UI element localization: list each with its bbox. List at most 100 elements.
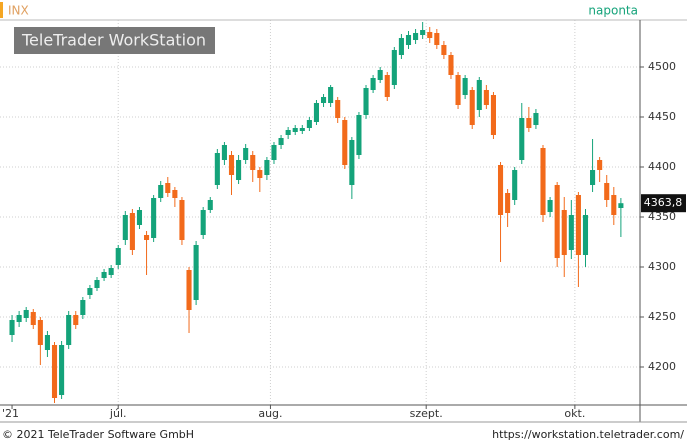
candle-body xyxy=(611,195,617,215)
candle-body xyxy=(87,288,93,295)
candle-body xyxy=(582,215,589,255)
x-tick-label: szept. xyxy=(410,407,443,420)
candle-body xyxy=(335,100,341,118)
candle-body xyxy=(23,310,29,318)
interval-label: naponta xyxy=(588,4,638,18)
plot-area xyxy=(0,20,640,405)
candle-body xyxy=(179,200,185,240)
last-price-box xyxy=(641,194,686,213)
candle-body xyxy=(505,193,511,213)
watermark-box xyxy=(14,27,215,54)
candle-body xyxy=(193,245,199,300)
x-tick-label: júl. xyxy=(109,407,127,420)
candle-body xyxy=(575,195,581,255)
candle-body xyxy=(342,120,348,165)
candle-body xyxy=(94,280,100,288)
candle-body xyxy=(243,148,249,160)
candle-body xyxy=(129,213,135,250)
candle-body xyxy=(483,90,489,105)
x-tick-label: aug. xyxy=(258,407,282,420)
candle-body xyxy=(144,235,150,240)
candle-body xyxy=(186,270,192,310)
candle-body xyxy=(320,97,327,103)
symbol-title: INX xyxy=(8,4,29,18)
candle-body xyxy=(122,215,128,240)
candle-body xyxy=(306,120,312,128)
candle-body xyxy=(207,200,213,210)
y-tick-label: 4350 xyxy=(648,210,676,223)
candle-body xyxy=(597,160,603,170)
candle-body xyxy=(51,345,58,398)
candle-body xyxy=(264,160,270,175)
candle-body xyxy=(172,190,178,198)
candle-body xyxy=(271,145,277,160)
y-tick-label: 4400 xyxy=(648,160,676,173)
candle-body xyxy=(413,33,419,40)
candle-body xyxy=(434,33,440,45)
candle-body xyxy=(547,200,553,212)
y-tick-label: 4450 xyxy=(648,110,676,123)
series-marker xyxy=(0,2,3,18)
candle-body xyxy=(214,153,220,185)
candle-body xyxy=(9,320,15,335)
candle-body xyxy=(441,45,447,55)
candle-body xyxy=(66,315,72,345)
candle-body xyxy=(136,210,143,225)
candle-body xyxy=(427,32,433,38)
candle-body xyxy=(115,248,121,265)
candle-body xyxy=(377,70,383,80)
candle-body xyxy=(349,140,355,185)
candle-body xyxy=(328,87,334,103)
watermark: TeleTrader WorkStation xyxy=(21,31,206,50)
candle-body xyxy=(618,203,624,208)
candle-body xyxy=(590,170,596,185)
candle-body xyxy=(257,170,263,178)
candle-body xyxy=(200,210,206,235)
candle-body xyxy=(292,128,298,132)
candle-body xyxy=(285,130,291,135)
candle-body xyxy=(420,30,426,35)
candle-body xyxy=(370,78,376,90)
candle-body xyxy=(236,160,242,180)
candle-body xyxy=(158,185,164,198)
candle-body xyxy=(221,145,227,160)
candle-body xyxy=(44,335,50,350)
footer-link: https://workstation.teletrader.com/ xyxy=(492,428,684,441)
y-tick-label: 4200 xyxy=(648,360,676,373)
candle-body xyxy=(476,80,482,110)
candle-body xyxy=(604,183,610,200)
candle-body xyxy=(73,315,79,325)
candle-body xyxy=(250,155,256,170)
candle-body xyxy=(108,268,114,275)
candle-body xyxy=(363,88,369,115)
candle-body xyxy=(278,138,284,145)
candle-body xyxy=(497,165,504,215)
candle-body xyxy=(101,272,107,278)
candle-body xyxy=(313,103,320,122)
candle-body xyxy=(533,113,539,125)
candle-body xyxy=(356,115,362,155)
y-tick-label: 4250 xyxy=(648,310,676,323)
candle-body xyxy=(561,210,567,255)
candle-body xyxy=(462,78,468,95)
candle-body xyxy=(16,315,22,322)
candle-body xyxy=(554,185,560,258)
candle-body xyxy=(405,35,412,45)
candle-body xyxy=(526,118,532,128)
candle-body xyxy=(568,215,574,250)
x-tick-label: okt. xyxy=(564,407,585,420)
candle-body xyxy=(59,345,65,395)
y-tick-label: 4300 xyxy=(648,260,676,273)
last-price-label: 4363,8 xyxy=(644,196,683,209)
copyright: © 2021 TeleTrader Software GmbH xyxy=(2,428,194,441)
candle-body xyxy=(455,75,461,105)
x-tick-label: '21 xyxy=(2,407,19,420)
candle-body xyxy=(519,118,525,160)
candle-body xyxy=(540,148,546,215)
candle-body xyxy=(384,75,390,97)
candle-body xyxy=(398,38,404,55)
candle-body xyxy=(299,128,305,131)
y-tick-label: 4500 xyxy=(648,60,676,73)
candle-body xyxy=(80,300,86,315)
